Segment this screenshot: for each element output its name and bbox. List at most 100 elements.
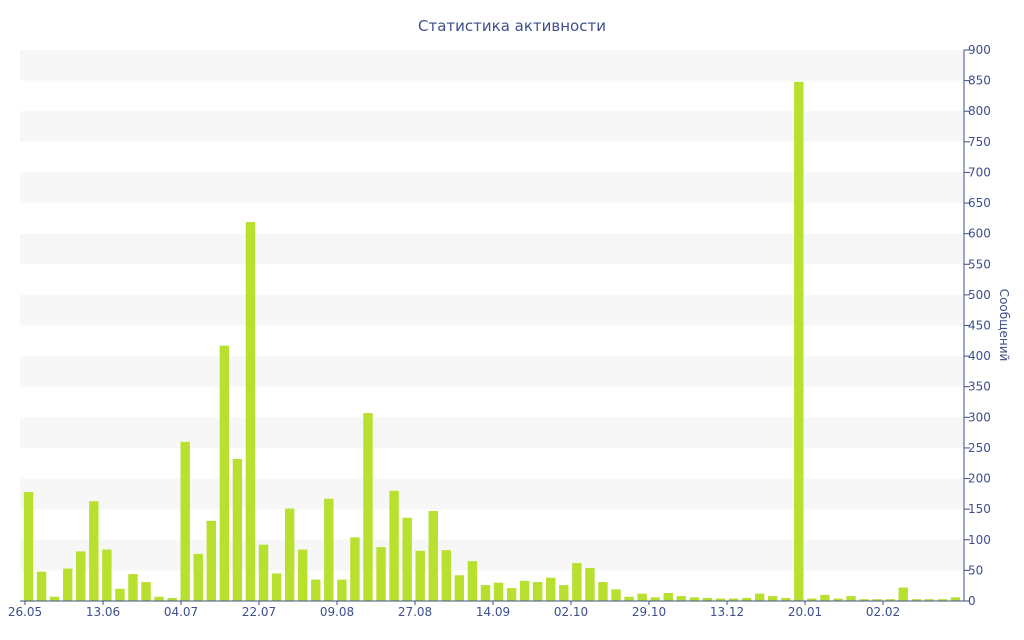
bar [767, 596, 778, 601]
x-tick-label: 13.06 [86, 605, 120, 619]
x-tick-label: 14.09 [476, 605, 510, 619]
bar [924, 599, 935, 601]
bar [258, 544, 269, 601]
bar [702, 597, 713, 601]
bar [376, 547, 386, 601]
bar [467, 561, 478, 601]
bar [441, 550, 452, 601]
bar [193, 553, 203, 601]
y-tick-label: 350 [968, 380, 991, 394]
grid-band [20, 539, 964, 571]
bar [781, 597, 791, 601]
bar [115, 588, 125, 601]
bar [89, 501, 99, 601]
bar [532, 582, 543, 601]
bar [23, 492, 34, 601]
bar [324, 498, 334, 601]
bar [102, 549, 112, 601]
bar [428, 511, 438, 601]
bar [950, 597, 961, 601]
bar [598, 582, 608, 601]
bar [167, 597, 177, 601]
grid-band [20, 356, 964, 387]
bar [128, 574, 138, 601]
y-tick-label: 650 [968, 196, 991, 210]
y-tick-label: 150 [968, 502, 991, 516]
y-tick-label: 100 [968, 533, 991, 547]
x-tick-label: 04.07 [164, 605, 198, 619]
bar [754, 593, 765, 601]
bar [141, 582, 151, 601]
bar [480, 585, 491, 601]
x-axis-ticks: 26.05 13.06 04.07 22.07 09.08 27.08 14.09 02.10… [8, 601, 900, 619]
grid-bands [20, 50, 964, 571]
y-tick-label: 200 [968, 472, 991, 486]
y-tick-label: 850 [968, 74, 991, 88]
y-axis-label: Сообщений [997, 289, 1011, 362]
y-tick-label: 800 [968, 104, 991, 118]
bar [559, 585, 569, 601]
y-axis-ticks: 0 50 100 150 200 250 300 350 400 450 500 550 600 650 7… [964, 43, 991, 608]
bar [180, 441, 190, 601]
y-tick-label: 600 [968, 227, 991, 241]
bar [585, 567, 595, 601]
bar [297, 549, 308, 601]
bar [676, 596, 687, 601]
bar [219, 345, 230, 601]
grid-band [20, 478, 964, 510]
bar [350, 537, 360, 601]
bars [23, 81, 961, 602]
bar [62, 568, 73, 601]
bar [36, 571, 47, 601]
bar [506, 588, 517, 601]
bar [624, 596, 634, 601]
bar [846, 596, 856, 601]
bar [232, 458, 243, 601]
grid-band [20, 294, 964, 326]
bar [637, 593, 647, 601]
grid-band [20, 172, 964, 204]
bar [611, 589, 621, 601]
x-tick-label: 29.10 [632, 605, 666, 619]
bar [715, 598, 726, 601]
bar [245, 222, 256, 602]
grid-band [20, 233, 964, 265]
bar [898, 587, 908, 601]
x-tick-label: 27.08 [398, 605, 432, 619]
y-tick-label: 50 [968, 563, 983, 577]
y-tick-label: 700 [968, 165, 991, 179]
bar [337, 579, 347, 601]
bar [807, 598, 817, 601]
bar [820, 594, 830, 601]
bar [154, 596, 164, 601]
bar [389, 490, 399, 601]
y-tick-label: 500 [968, 288, 991, 302]
grid-band [20, 111, 964, 142]
bar [872, 599, 882, 601]
y-tick-label: 550 [968, 257, 991, 271]
bar [833, 598, 843, 601]
chart-title: Статистика активности [418, 17, 606, 35]
bar [794, 81, 804, 601]
x-tick-label: 26.05 [8, 605, 42, 619]
bar [284, 508, 295, 601]
y-tick-label: 400 [968, 349, 991, 363]
bar [546, 577, 556, 601]
bar [206, 520, 217, 601]
bar [937, 599, 948, 601]
bar [402, 517, 412, 601]
y-tick-label: 0 [968, 594, 976, 608]
bar [741, 597, 752, 601]
bar [493, 582, 504, 601]
bar [859, 599, 869, 601]
bar [363, 413, 373, 601]
bar [271, 573, 282, 601]
x-tick-label: 13.12 [710, 605, 744, 619]
x-tick-label: 22.07 [242, 605, 276, 619]
y-tick-label: 250 [968, 441, 991, 455]
bar [415, 550, 425, 601]
y-tick-label: 750 [968, 135, 991, 149]
x-tick-label: 02.02 [866, 605, 900, 619]
bar [911, 599, 922, 601]
